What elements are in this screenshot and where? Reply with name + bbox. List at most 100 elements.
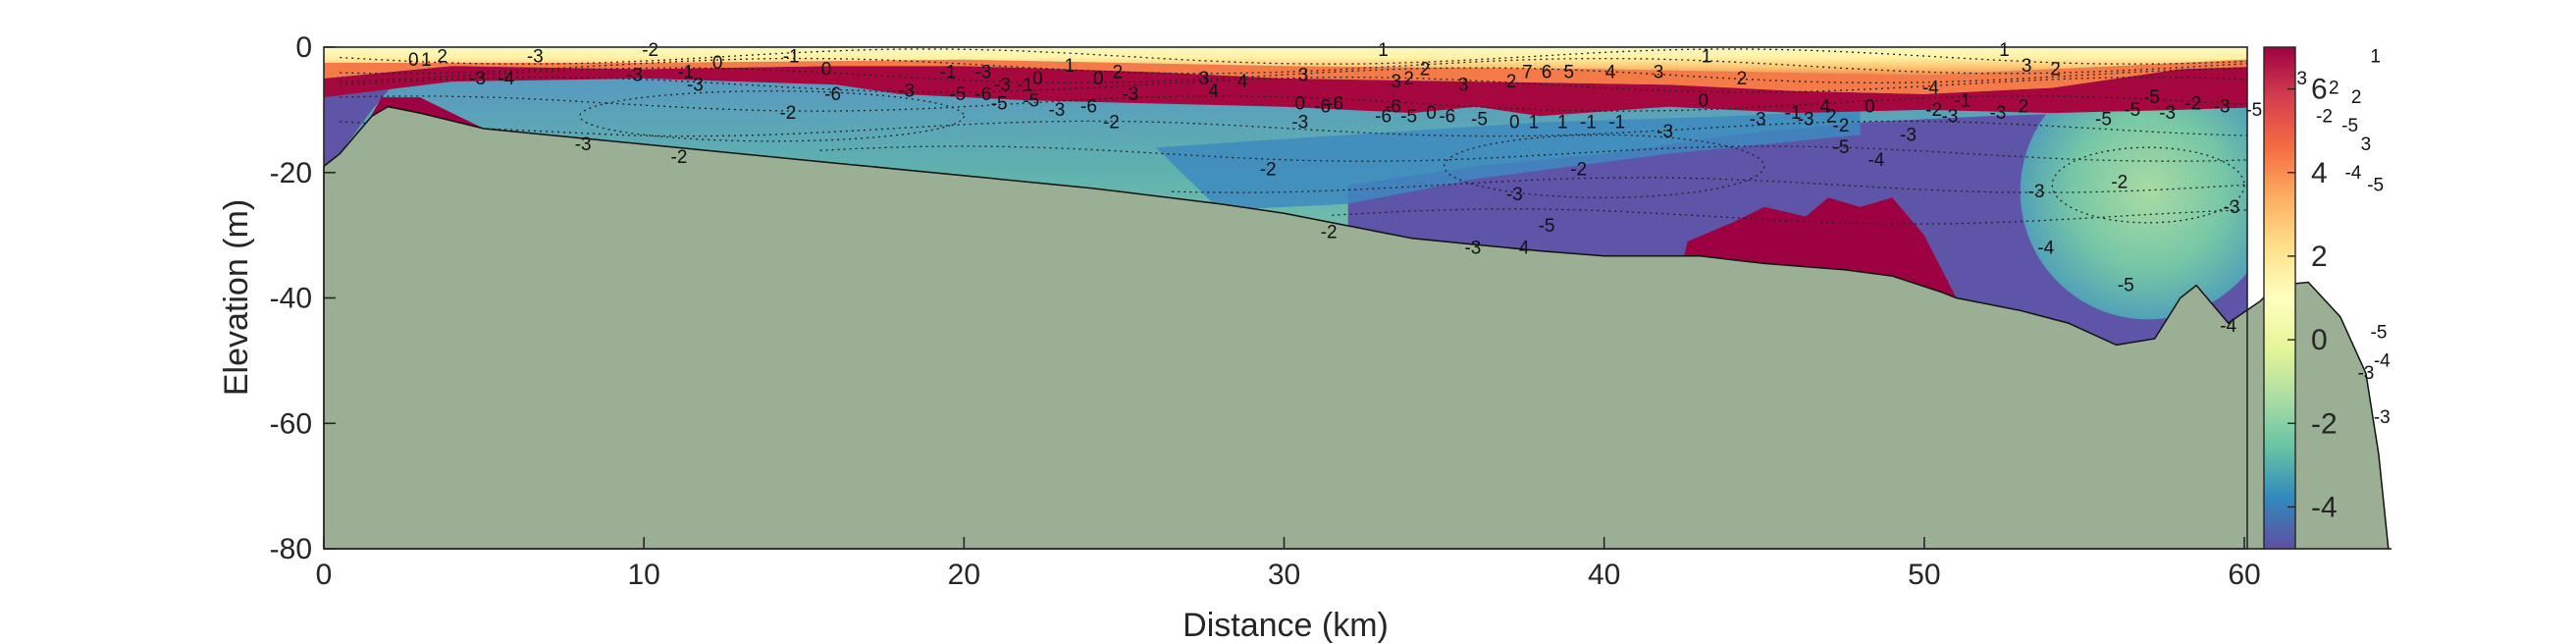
- contour-label: 3: [2296, 69, 2307, 89]
- contour-label: -5: [2367, 176, 2384, 196]
- contour-line: [340, 95, 2247, 112]
- contour-label: -3: [1941, 106, 1958, 127]
- x-tick-label: 30: [1268, 559, 1300, 591]
- contour-label: 1: [1999, 40, 2010, 61]
- contour-label: 0: [1509, 113, 1520, 134]
- y-tick-label: -40: [270, 283, 312, 315]
- colorbar-tick-label: 2: [2311, 241, 2328, 273]
- contour-label: -3: [1122, 84, 1138, 105]
- contour-label: 2: [2351, 87, 2362, 108]
- contour-label: -3: [974, 63, 991, 83]
- contour-label: 3: [1458, 75, 1469, 95]
- contour-label: 2: [1420, 59, 1431, 80]
- colorbar: [2263, 46, 2296, 550]
- colorbar-tick-label: -2: [2311, 407, 2338, 440]
- contour-label: -3: [994, 75, 1011, 95]
- contour-label: 6: [1542, 63, 1552, 83]
- contour-label: -2: [642, 40, 658, 61]
- contour-label: -3: [1750, 110, 1766, 131]
- x-tick-label: 20: [948, 559, 980, 591]
- contour-label: -2: [1103, 113, 1120, 134]
- contour-label: -3: [2159, 103, 2176, 124]
- y-tick-label: -60: [270, 407, 312, 440]
- contour-label: -3: [1989, 103, 2006, 124]
- surface-red-band: [324, 66, 2247, 117]
- contour-label: 1: [1065, 56, 1076, 77]
- contour-label: 1: [1702, 47, 1712, 68]
- contour-label: -5: [2245, 100, 2262, 121]
- contour-label: -3: [2028, 182, 2045, 202]
- y-tick-label: -20: [270, 157, 312, 189]
- contour-label: -1: [1608, 113, 1625, 134]
- contour-label: -5: [2118, 276, 2134, 296]
- contour-label: 0: [1699, 90, 1709, 111]
- contour-line: [340, 48, 2247, 65]
- contour-label: -6: [1314, 97, 1331, 118]
- contour-label: -5: [1023, 90, 1039, 111]
- colorbar-tick-label: 4: [2311, 157, 2328, 189]
- contour-label: -5: [2095, 110, 2112, 131]
- contour-label: 4: [1605, 63, 1616, 83]
- contour-label: 3: [1654, 63, 1664, 83]
- left-wedge: [324, 72, 404, 167]
- contour-label: -4: [1922, 79, 1939, 99]
- contour-label: -6: [1375, 106, 1392, 127]
- contour-label: -1: [940, 63, 957, 83]
- colorbar-tick-label: 6: [2311, 74, 2328, 106]
- contour-label: 3: [1391, 72, 1401, 92]
- contour-label: -3: [1464, 238, 1481, 258]
- contour-label: -2: [1260, 160, 1277, 181]
- contour-label: 1: [1378, 40, 1389, 61]
- contour-label: -2: [1925, 100, 1942, 121]
- contour-label: -2: [779, 103, 796, 124]
- contour-label: -2: [1570, 160, 1587, 181]
- transition-band: [1156, 109, 1861, 211]
- contour-label: -2: [1321, 222, 1338, 242]
- contour-label: -1: [1580, 113, 1597, 134]
- y-axis-ticks: 0 -20 -40 -60 -80: [270, 31, 336, 565]
- x-tick-label: 0: [316, 559, 333, 591]
- contour-label: 3: [1199, 69, 1210, 89]
- contour-label: -1: [1955, 90, 1971, 111]
- contour-label: 1: [2370, 47, 2381, 68]
- contour-label: -2: [2184, 94, 2201, 115]
- contour-label: -4: [498, 69, 514, 89]
- contour-label: 2: [437, 47, 447, 68]
- contour-label: 4: [1237, 72, 1248, 92]
- contour-label: -6: [1385, 97, 1401, 118]
- contour-label: 5: [1564, 63, 1575, 83]
- contour-label: 3: [1298, 66, 1309, 86]
- contour-label: -3: [2214, 97, 2231, 118]
- contour-label: -4: [2344, 163, 2361, 184]
- contour-label: 4: [1208, 81, 1219, 102]
- contour-line: [340, 57, 2247, 75]
- contour-label: -2: [1833, 116, 1850, 136]
- x-tick-label: 10: [627, 559, 659, 591]
- contour-label: -5: [2341, 116, 2358, 136]
- contour-label: -3: [898, 81, 915, 102]
- contour-label: -5: [1833, 137, 1850, 158]
- contour-label: -5: [2371, 323, 2388, 344]
- y-tick-label: 0: [295, 31, 312, 64]
- contour-label: -5: [1400, 106, 1417, 127]
- contour-label: 2: [2019, 97, 2029, 118]
- contour-label: -6: [1080, 97, 1097, 118]
- contour-label: -6: [1327, 94, 1343, 115]
- contour-label: -3: [2357, 363, 2374, 384]
- contour-label: -1: [1785, 103, 1802, 124]
- contour-label: 0: [1093, 69, 1104, 89]
- x-axis-ticks: 0 10 20 30 40 50 60: [316, 537, 2261, 591]
- contour-label: -6: [824, 84, 841, 105]
- contour-label: -5: [949, 84, 966, 105]
- contour-label: -5: [2124, 100, 2140, 121]
- contour-label: -4: [2220, 316, 2236, 337]
- contour-label: -3: [2374, 407, 2391, 428]
- contour-label: 2: [1113, 63, 1124, 83]
- contour-label: -6: [1439, 106, 1455, 127]
- surface-layer: [324, 47, 2247, 76]
- contour-label: -5: [1471, 110, 1488, 131]
- contour-label: 3: [2361, 134, 2372, 155]
- contour-label: 2: [1506, 72, 1517, 92]
- contour-label: -3: [527, 47, 544, 68]
- contour-label: -1: [783, 47, 800, 68]
